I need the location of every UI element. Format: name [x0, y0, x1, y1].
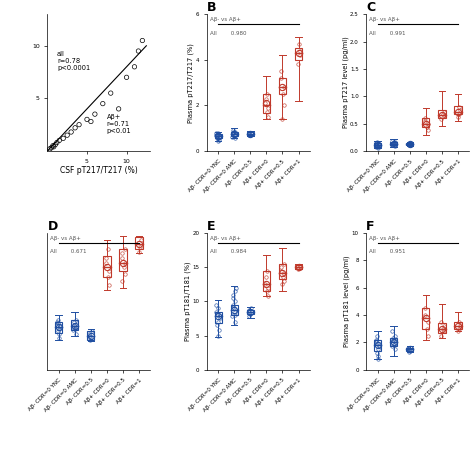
Point	[59, 135, 67, 142]
Text: B: B	[207, 1, 217, 14]
Bar	[455, 106, 462, 114]
Point	[53, 139, 61, 146]
Point	[46, 145, 54, 153]
Point	[49, 142, 57, 149]
Text: all
r=0.78
p<0.0001: all r=0.78 p<0.0001	[57, 51, 90, 71]
Point	[83, 116, 91, 123]
Point	[123, 73, 130, 81]
Text: All        0.980: All 0.980	[210, 31, 246, 36]
Point	[135, 47, 142, 55]
Bar	[422, 308, 429, 328]
Y-axis label: Plasma pT181 level (pg/ml): Plasma pT181 level (pg/ml)	[344, 255, 350, 347]
Bar	[295, 265, 302, 269]
Point	[71, 124, 79, 132]
Point	[107, 89, 115, 97]
Text: C: C	[366, 1, 375, 14]
Bar	[230, 132, 238, 136]
Y-axis label: Plasma pT217/T217 (%): Plasma pT217/T217 (%)	[188, 43, 194, 122]
Bar	[279, 78, 286, 94]
Bar	[263, 94, 270, 113]
Point	[87, 118, 95, 125]
Bar	[263, 271, 270, 291]
Bar	[422, 118, 429, 128]
Text: All        0.991: All 0.991	[369, 31, 406, 36]
Y-axis label: Plasma pT181/T181 (%): Plasma pT181/T181 (%)	[184, 262, 191, 341]
Point	[91, 110, 99, 118]
Bar	[119, 249, 127, 271]
Text: Aβ- vs Aβ+: Aβ- vs Aβ+	[210, 236, 241, 241]
Bar	[438, 323, 446, 333]
Point	[64, 131, 71, 139]
Bar	[136, 237, 143, 249]
Bar	[390, 338, 397, 346]
Bar	[71, 320, 78, 330]
Text: All        0.951: All 0.951	[369, 249, 406, 255]
Text: Aβ- vs Aβ+: Aβ- vs Aβ+	[51, 236, 82, 241]
Point	[67, 128, 75, 136]
Bar	[406, 348, 413, 351]
Bar	[246, 132, 254, 135]
Bar	[374, 143, 381, 147]
Text: Aβ+
r=0.71
p<0.01: Aβ+ r=0.71 p<0.01	[107, 114, 131, 134]
Bar	[215, 311, 222, 323]
Text: Aβ- vs Aβ+: Aβ- vs Aβ+	[210, 17, 241, 22]
Bar	[246, 310, 254, 314]
Text: D: D	[47, 220, 58, 233]
Bar	[279, 264, 286, 280]
Text: E: E	[207, 220, 215, 233]
Text: Aβ- vs Aβ+: Aβ- vs Aβ+	[369, 17, 401, 22]
Bar	[55, 322, 62, 333]
Bar	[390, 142, 397, 146]
Text: Aβ- vs Aβ+: Aβ- vs Aβ+	[369, 236, 401, 241]
Point	[75, 121, 83, 128]
X-axis label: CSF pT217/T217 (%): CSF pT217/T217 (%)	[60, 166, 138, 175]
Point	[138, 36, 146, 44]
Point	[115, 105, 122, 113]
Point	[55, 137, 63, 144]
Bar	[215, 134, 222, 138]
Point	[50, 143, 57, 151]
Point	[47, 144, 55, 152]
Bar	[406, 143, 413, 146]
Text: All        0.671: All 0.671	[51, 249, 87, 255]
Bar	[103, 256, 110, 277]
Bar	[295, 48, 302, 60]
Bar	[455, 322, 462, 328]
Bar	[374, 340, 381, 351]
Point	[99, 100, 107, 108]
Bar	[438, 110, 446, 118]
Point	[52, 141, 59, 148]
Y-axis label: Plasma pT217 level (pg/ml): Plasma pT217 level (pg/ml)	[342, 36, 348, 128]
Point	[131, 63, 138, 71]
Text: All        0.984: All 0.984	[210, 249, 246, 255]
Text: F: F	[366, 220, 375, 233]
Bar	[87, 331, 94, 340]
Bar	[230, 305, 238, 315]
